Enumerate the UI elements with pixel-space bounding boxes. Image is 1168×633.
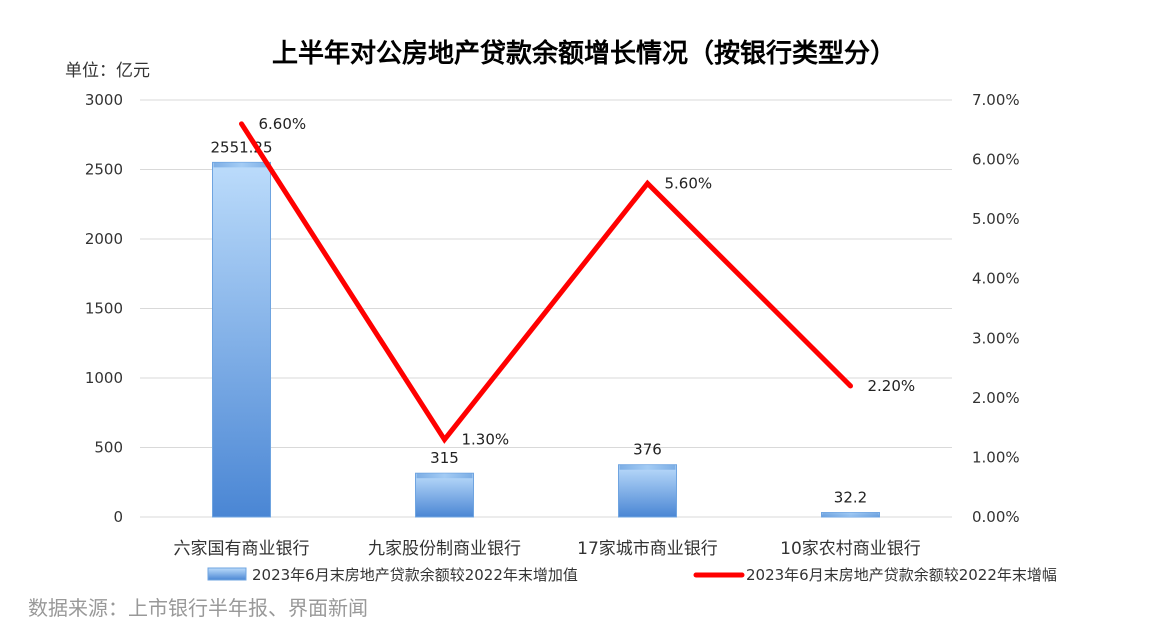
bar-series (212, 161, 880, 518)
line-series (239, 121, 853, 444)
right-tick-label: 6.00% (972, 151, 1020, 169)
right-tick-label: 4.00% (972, 270, 1020, 288)
legend-bar-swatch (207, 567, 247, 581)
left-tick-label: 500 (94, 439, 123, 457)
left-tick-label: 2000 (85, 230, 123, 248)
left-tick-label: 1500 (85, 300, 123, 318)
right-tick-label: 3.00% (972, 329, 1020, 347)
bar (212, 161, 271, 518)
bar-value-label: 315 (430, 449, 459, 467)
legend: 2023年6月末房地产贷款余额较2022年末增加值 2023年6月末房地产贷款余… (207, 566, 1057, 584)
right-tick-label: 5.00% (972, 210, 1020, 228)
category-label: 六家国有商业银行 (174, 539, 310, 559)
category-label: 10家农村商业银行 (780, 539, 921, 559)
gridlines (140, 99, 952, 518)
line-value-label: 6.60% (259, 115, 307, 133)
source-note: 数据来源：上市银行半年报、界面新闻 (28, 596, 368, 620)
category-label: 17家城市商业银行 (577, 539, 718, 559)
line-value-label: 2.20% (868, 377, 916, 395)
line-value-label: 5.60% (665, 174, 713, 192)
bar-value-label: 376 (633, 441, 662, 459)
line-data-labels: 6.60% 1.30% 5.60% 2.20% (259, 115, 916, 449)
category-labels: 六家国有商业银行 九家股份制商业银行 17家城市商业银行 10家农村商业银行 (174, 539, 921, 559)
right-tick-label: 7.00% (972, 91, 1020, 109)
unit-label: 单位：亿元 (65, 61, 150, 81)
bar-value-label: 32.2 (834, 489, 867, 507)
line-path (239, 121, 853, 444)
bar-cap (213, 162, 270, 168)
legend-bar-label: 2023年6月末房地产贷款余额较2022年末增加值 (252, 566, 578, 584)
left-axis-ticks: 0 500 1000 1500 2000 2500 3000 (85, 91, 123, 526)
right-tick-label: 1.00% (972, 448, 1020, 466)
bar-cap (619, 464, 676, 470)
right-tick-label: 2.00% (972, 389, 1020, 407)
bar (618, 464, 677, 518)
legend-line-label: 2023年6月末房地产贷款余额较2022年末增幅 (746, 566, 1057, 584)
bar (415, 472, 474, 518)
bar-cap (822, 512, 879, 517)
chart-title: 上半年对公房地产贷款余额增长情况（按银行类型分） (272, 38, 896, 69)
category-label: 九家股份制商业银行 (368, 539, 521, 559)
line-value-label: 1.30% (462, 431, 510, 449)
right-axis-ticks: 0.00% 1.00% 2.00% 3.00% 4.00% 5.00% 6.00% 7.00% (972, 91, 1020, 526)
right-tick-label: 0.00% (972, 508, 1020, 526)
left-tick-label: 2500 (85, 161, 123, 179)
left-tick-label: 0 (113, 508, 123, 526)
left-tick-label: 3000 (85, 91, 123, 109)
bar-cap (416, 473, 473, 479)
left-tick-label: 1000 (85, 369, 123, 387)
